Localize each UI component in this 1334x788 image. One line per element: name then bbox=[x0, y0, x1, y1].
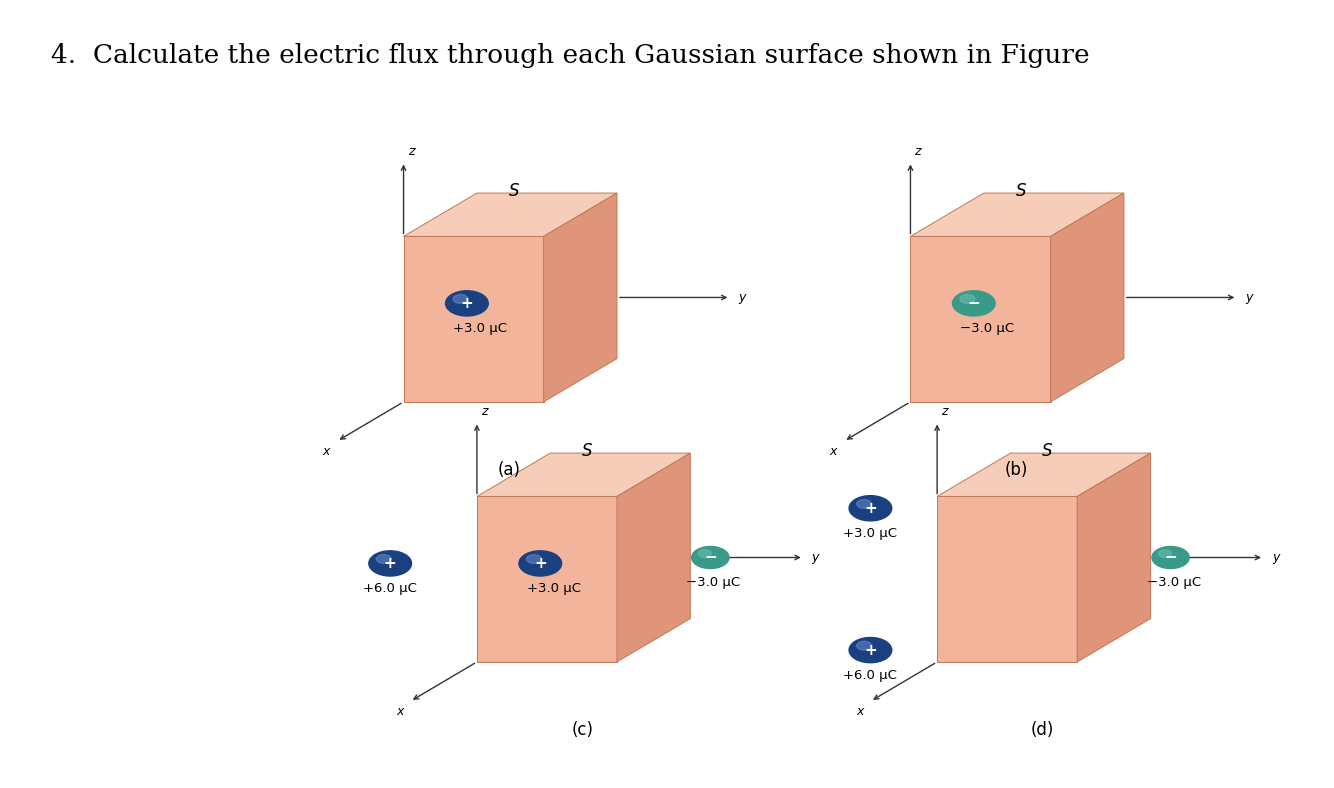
Text: (d): (d) bbox=[1031, 721, 1054, 739]
Text: (a): (a) bbox=[498, 461, 520, 479]
Polygon shape bbox=[910, 193, 1123, 236]
Text: (b): (b) bbox=[1005, 461, 1027, 479]
Text: z: z bbox=[915, 145, 920, 158]
Text: y: y bbox=[811, 551, 819, 564]
Text: −: − bbox=[704, 550, 716, 565]
Polygon shape bbox=[478, 453, 691, 496]
Text: −: − bbox=[967, 296, 980, 311]
Text: 4.  Calculate the electric flux through each Gaussian surface shown in Figure: 4. Calculate the electric flux through e… bbox=[51, 43, 1090, 69]
Text: S: S bbox=[1042, 441, 1053, 459]
Polygon shape bbox=[616, 453, 691, 662]
Circle shape bbox=[691, 547, 728, 569]
Polygon shape bbox=[936, 496, 1077, 662]
Text: −3.0 μC: −3.0 μC bbox=[960, 322, 1014, 335]
Polygon shape bbox=[936, 453, 1150, 496]
Circle shape bbox=[527, 555, 542, 563]
Text: +6.0 μC: +6.0 μC bbox=[363, 582, 418, 595]
Circle shape bbox=[698, 550, 711, 558]
Circle shape bbox=[856, 500, 871, 508]
Text: z: z bbox=[408, 145, 414, 158]
Text: x: x bbox=[323, 445, 331, 458]
Text: x: x bbox=[396, 705, 403, 718]
Polygon shape bbox=[910, 236, 1050, 402]
Circle shape bbox=[960, 295, 975, 303]
Polygon shape bbox=[1050, 193, 1123, 402]
Circle shape bbox=[454, 295, 468, 303]
Text: +: + bbox=[460, 296, 474, 311]
Text: +: + bbox=[864, 642, 876, 658]
Text: +: + bbox=[864, 500, 876, 516]
Text: x: x bbox=[856, 705, 864, 718]
Polygon shape bbox=[403, 193, 616, 236]
Circle shape bbox=[856, 641, 871, 650]
Text: +6.0 μC: +6.0 μC bbox=[843, 669, 898, 682]
Circle shape bbox=[848, 496, 891, 521]
Polygon shape bbox=[544, 193, 616, 402]
Text: z: z bbox=[942, 405, 947, 418]
Text: z: z bbox=[480, 405, 487, 418]
Text: +: + bbox=[534, 556, 547, 571]
Circle shape bbox=[446, 291, 488, 316]
Polygon shape bbox=[403, 236, 544, 402]
Circle shape bbox=[376, 555, 391, 563]
Text: +3.0 μC: +3.0 μC bbox=[454, 322, 507, 335]
Polygon shape bbox=[478, 496, 616, 662]
Text: −: − bbox=[1165, 550, 1177, 565]
Text: S: S bbox=[582, 441, 592, 459]
Text: +: + bbox=[384, 556, 396, 571]
Circle shape bbox=[848, 637, 891, 663]
Text: S: S bbox=[1015, 181, 1026, 199]
Circle shape bbox=[519, 551, 562, 576]
Text: y: y bbox=[739, 291, 746, 304]
Text: y: y bbox=[1273, 551, 1279, 564]
Circle shape bbox=[368, 551, 411, 576]
Text: x: x bbox=[830, 445, 838, 458]
Text: −3.0 μC: −3.0 μC bbox=[686, 577, 740, 589]
Text: +3.0 μC: +3.0 μC bbox=[527, 582, 580, 595]
Text: +3.0 μC: +3.0 μC bbox=[843, 527, 898, 540]
Text: (c): (c) bbox=[571, 721, 594, 739]
Text: S: S bbox=[508, 181, 519, 199]
Circle shape bbox=[1153, 547, 1190, 569]
Text: −3.0 μC: −3.0 μC bbox=[1147, 577, 1201, 589]
Polygon shape bbox=[1077, 453, 1150, 662]
Circle shape bbox=[952, 291, 995, 316]
Text: y: y bbox=[1246, 291, 1253, 304]
Circle shape bbox=[1158, 550, 1171, 558]
